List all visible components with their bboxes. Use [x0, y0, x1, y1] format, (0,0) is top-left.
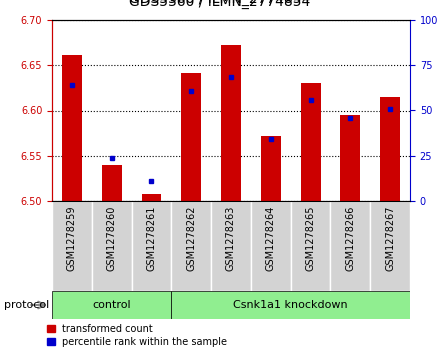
FancyBboxPatch shape [171, 201, 211, 291]
Bar [341, 115, 360, 201]
FancyBboxPatch shape [211, 201, 251, 291]
FancyBboxPatch shape [52, 201, 92, 291]
FancyBboxPatch shape [370, 201, 410, 291]
Text: protocol: protocol [4, 300, 50, 310]
Bar [62, 55, 82, 201]
Bar [261, 136, 281, 201]
Text: GSM1278263: GSM1278263 [226, 205, 236, 271]
FancyBboxPatch shape [52, 291, 171, 319]
Text: GSM1278260: GSM1278260 [106, 205, 117, 271]
Legend: transformed count, percentile rank within the sample: transformed count, percentile rank withi… [47, 324, 227, 347]
Bar [181, 73, 201, 201]
FancyBboxPatch shape [291, 201, 330, 291]
Bar [221, 45, 241, 201]
Text: GDS5360 / ILMN_2774854: GDS5360 / ILMN_2774854 [129, 0, 311, 6]
Text: GSM1278265: GSM1278265 [305, 205, 315, 271]
Bar [380, 97, 400, 201]
Text: GSM1278266: GSM1278266 [345, 205, 356, 271]
Bar [301, 83, 320, 201]
Bar [102, 165, 121, 201]
FancyBboxPatch shape [171, 291, 410, 319]
FancyBboxPatch shape [92, 201, 132, 291]
FancyBboxPatch shape [251, 201, 291, 291]
Text: GSM1278261: GSM1278261 [147, 205, 157, 271]
Bar [142, 194, 161, 201]
Text: control: control [92, 300, 131, 310]
Text: GDS5360 / ILMN_2774854: GDS5360 / ILMN_2774854 [129, 0, 311, 9]
FancyBboxPatch shape [330, 201, 370, 291]
Text: GSM1278267: GSM1278267 [385, 205, 395, 271]
Text: GSM1278259: GSM1278259 [67, 205, 77, 271]
Text: GSM1278262: GSM1278262 [186, 205, 196, 271]
Text: GSM1278264: GSM1278264 [266, 205, 276, 271]
FancyBboxPatch shape [132, 201, 171, 291]
Text: Csnk1a1 knockdown: Csnk1a1 knockdown [233, 300, 348, 310]
